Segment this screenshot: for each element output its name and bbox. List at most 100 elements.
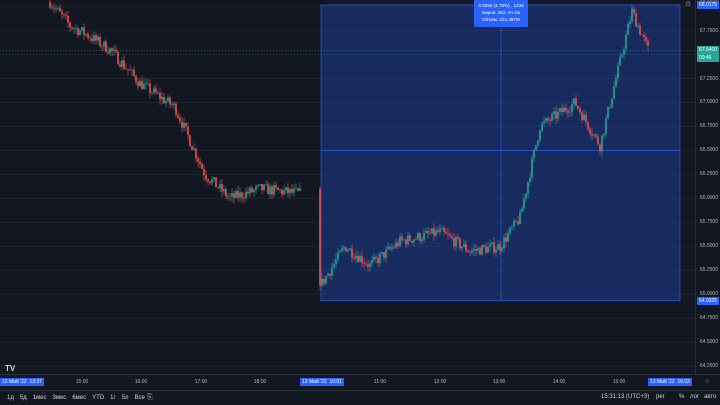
range-button[interactable]: 1г	[110, 395, 116, 401]
candle-body	[507, 233, 509, 242]
candle-body	[131, 69, 133, 71]
candle-body	[53, 7, 55, 9]
time-axis[interactable]: 12 Май '22 13:37 13 Май '22 10:01 13 Май…	[0, 374, 720, 390]
candle-body	[415, 238, 417, 240]
time-start-date: 12 Май '22	[2, 379, 27, 385]
candle-body	[273, 185, 275, 195]
candle-body	[625, 34, 627, 49]
candle-body	[51, 7, 53, 9]
candle-body	[497, 244, 499, 250]
candle-body	[157, 92, 159, 94]
range-button[interactable]: 3мес	[52, 395, 67, 401]
candle-body	[137, 82, 139, 87]
candle-body	[505, 237, 507, 242]
candle-body	[645, 37, 647, 41]
candle-body	[379, 253, 381, 263]
candle-body	[331, 267, 333, 276]
candle-body	[587, 122, 589, 130]
candle-body	[115, 49, 117, 52]
chart-area[interactable]: 3.0850 (4.75%) , 1234 Баров: 362, 6ч 2м …	[0, 0, 695, 374]
range-end-time: 16:03	[677, 379, 690, 385]
range-button[interactable]: 6мес	[72, 395, 87, 401]
candle-body	[103, 41, 105, 47]
candle-body	[149, 83, 151, 94]
range-button[interactable]: Все	[134, 395, 145, 401]
candle-body	[599, 144, 601, 152]
time-tick-label: 16:00	[134, 379, 148, 385]
price-chart[interactable]	[0, 0, 695, 374]
candle-body	[257, 185, 259, 187]
log-toggle[interactable]: лог	[690, 394, 700, 400]
candle-body	[291, 188, 293, 193]
candle-body	[575, 98, 577, 106]
tooltip-volume: Объём: 231.487M	[482, 17, 520, 22]
candle-body	[613, 86, 615, 99]
candle-body	[339, 250, 341, 253]
candle-body	[177, 114, 179, 118]
axis-settings-icon[interactable]: ○	[705, 378, 710, 385]
tooltip-bars: Баров: 362, 6ч 2м	[482, 10, 520, 15]
candle-body	[499, 244, 501, 251]
candle-body	[453, 238, 455, 247]
candle-body	[69, 22, 71, 28]
candle-body	[401, 236, 403, 240]
percent-toggle[interactable]: %	[679, 394, 685, 400]
range-button[interactable]: 1мес	[32, 395, 47, 401]
candle-body	[503, 237, 505, 249]
date-range-icon[interactable]: ⎘	[147, 394, 153, 401]
candle-body	[151, 92, 153, 94]
candle-body	[427, 231, 429, 234]
candle-body	[623, 48, 625, 55]
time-tick-label: 13:00	[492, 379, 506, 385]
candle-body	[355, 255, 357, 259]
gear-icon[interactable]: ⚙	[685, 1, 692, 8]
range-button[interactable]: 5л	[121, 395, 129, 401]
range-buttons: 1д 5д 1мес 3мес 6мес YTD 1г 5л Все	[0, 395, 148, 401]
candle-body	[409, 235, 411, 241]
high-price-tag: 68.0175	[697, 0, 720, 9]
candle-body	[423, 232, 425, 240]
candle-body	[285, 187, 287, 191]
candle-body	[527, 181, 529, 194]
candle-body	[65, 15, 67, 17]
candle-body	[615, 78, 617, 87]
candle-body	[133, 69, 135, 76]
candle-body	[219, 183, 221, 188]
candle-body	[477, 248, 479, 251]
candle-body	[573, 98, 575, 104]
auto-toggle[interactable]: авто	[704, 394, 717, 400]
range-start-date: 13 Май '22	[302, 379, 327, 385]
candle-body	[461, 246, 463, 249]
candle-body	[535, 145, 537, 150]
candle-body	[413, 239, 415, 243]
tooltip-change: 3.0850 (4.75%) , 1234	[478, 3, 524, 8]
candle-body	[465, 244, 467, 251]
candle-body	[181, 121, 183, 128]
candle-body	[229, 196, 231, 198]
candle-body	[501, 248, 503, 251]
range-button[interactable]: 5д	[19, 395, 27, 401]
range-button[interactable]: 1д	[7, 395, 14, 401]
candle-body	[223, 189, 225, 192]
candle-body	[197, 158, 199, 162]
tradingview-logo[interactable]: TV	[5, 364, 16, 373]
range-button[interactable]: YTD	[92, 395, 105, 401]
candle-body	[245, 191, 247, 199]
candle-body	[253, 189, 255, 193]
candle-body	[367, 264, 369, 267]
candle-body	[467, 250, 469, 252]
candle-body	[541, 123, 543, 131]
clock[interactable]: 15:31:13 (UTC+3)	[601, 394, 650, 400]
candle-body	[209, 181, 211, 183]
candle-body	[163, 96, 165, 104]
candle-body	[135, 75, 137, 83]
candle-body	[145, 83, 147, 84]
candle-body	[329, 273, 331, 276]
candle-body	[195, 148, 197, 159]
candle-body	[325, 276, 327, 284]
candle-body	[525, 193, 527, 199]
adj-toggle[interactable]: рег	[656, 394, 665, 400]
candle-body	[517, 221, 519, 225]
candle-body	[171, 104, 173, 106]
price-axis[interactable]: 68.000067.750067.500067.250067.000066.75…	[695, 0, 720, 374]
